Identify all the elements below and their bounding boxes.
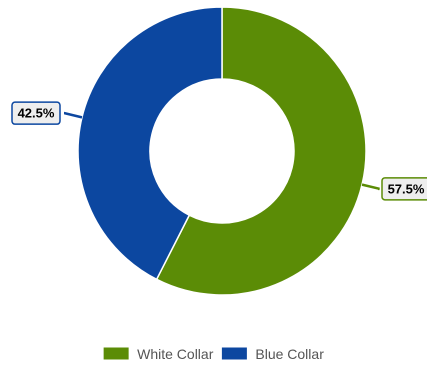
legend-label-white-collar: White Collar — [137, 346, 214, 362]
label-connector-white-collar — [361, 183, 380, 191]
legend-item-blue-collar[interactable]: Blue Collar — [220, 346, 324, 362]
slice-blue-collar[interactable] — [77, 6, 223, 281]
legend-swatch-white-collar — [102, 346, 130, 361]
donut-slices — [77, 6, 367, 296]
data-label-white-collar: 57.5% — [388, 181, 425, 196]
slice-white-collar[interactable] — [155, 6, 367, 296]
legend-label-blue-collar: Blue Collar — [255, 346, 324, 362]
data-labels: 57.5% 42.5% — [11, 101, 427, 201]
data-label-blue-collar: 42.5% — [18, 106, 55, 121]
legend-item-white-collar[interactable]: White Collar — [102, 346, 214, 362]
legend[interactable]: White Collar Blue Collar — [102, 346, 324, 362]
label-connector-blue-collar — [64, 111, 83, 119]
data-label-box-blue-collar — [11, 101, 61, 125]
data-label-box-white-collar — [381, 177, 427, 201]
legend-swatch-blue-collar — [220, 346, 248, 361]
